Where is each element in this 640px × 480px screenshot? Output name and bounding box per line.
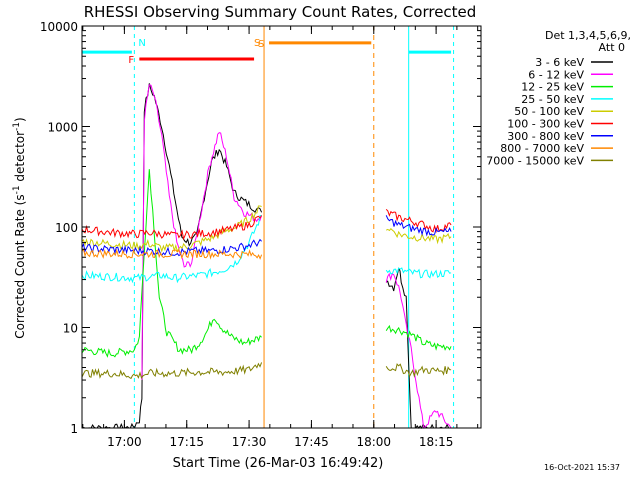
y-tick-label-4: 10000: [40, 20, 78, 34]
series-line-7-0: [81, 248, 263, 260]
legend-label-0: 3 - 6 keV: [535, 56, 584, 69]
x-tick-label-2: 17:30: [232, 435, 267, 449]
series-line-3-0: [81, 215, 262, 284]
series-lines: [81, 83, 452, 429]
interval-label-0: N: [138, 38, 145, 49]
series-line-6-0: [81, 238, 262, 257]
chart-title: RHESSI Observing Summary Count Rates, Co…: [84, 3, 477, 21]
series-line-3-1: [385, 267, 452, 279]
legend-label-7: 800 - 7000 keV: [500, 142, 584, 155]
footer-timestamp: 16-Oct-2021 15:37: [544, 463, 620, 472]
x-tick-label-5: 18:15: [419, 435, 454, 449]
x-tick-label-1: 17:15: [169, 435, 204, 449]
y-tick-label-0: 1: [70, 422, 78, 436]
series-line-0-0: [81, 83, 263, 429]
y-tick-label-2: 100: [55, 221, 78, 235]
y-tick-label-1: 10: [63, 322, 78, 336]
x-axis-label: Start Time (26-Mar-03 16:49:42): [173, 456, 384, 471]
y-tick-label-3: 1000: [47, 121, 78, 135]
series-line-1-0: [141, 84, 263, 380]
series-line-5-0: [81, 215, 263, 241]
series-line-0-1: [385, 267, 450, 429]
series-line-1-1: [385, 272, 452, 429]
x-tick-label-3: 17:45: [294, 435, 329, 449]
series-line-2-1: [385, 324, 452, 351]
y-axis-label: Corrected Count Rate (s-1 detector-1): [12, 117, 27, 338]
series-line-8-0: [81, 362, 263, 380]
x-tick-label-4: 18:00: [356, 435, 391, 449]
series-line-6-1: [385, 215, 452, 237]
interval-markers: N S F S: [81, 26, 455, 428]
series-line-5-1: [385, 208, 452, 234]
series-line-2-0: [81, 169, 262, 358]
legend-label-4: 50 - 100 keV: [514, 105, 584, 118]
interval-label-4: S: [254, 38, 260, 49]
series-line-4-1: [385, 227, 452, 245]
series-line-4-0: [81, 205, 262, 253]
legend-label-5: 100 - 300 keV: [507, 118, 584, 131]
series-line-8-1: [385, 363, 452, 378]
legend-header: Det 1,3,4,5,6,9,: [545, 29, 631, 42]
x-tick-label-0: 17:00: [107, 435, 142, 449]
legend-label-1: 6 - 12 keV: [528, 68, 584, 81]
legend-label-6: 300 - 800 keV: [507, 130, 584, 143]
status-bar-label-3: S: [258, 39, 264, 50]
status-bar-label-2: F: [128, 55, 134, 66]
legend-label-3: 25 - 50 keV: [521, 93, 584, 106]
legend-label-2: 12 - 25 keV: [521, 81, 584, 94]
axes: 17:00 17:15 17:30 17:45 18:00 18:15 1 10 100 1000…: [40, 20, 482, 449]
legend-label-8: 7000 - 15000 keV: [486, 154, 584, 167]
legend-header-attenuator: Att 0: [599, 41, 625, 54]
